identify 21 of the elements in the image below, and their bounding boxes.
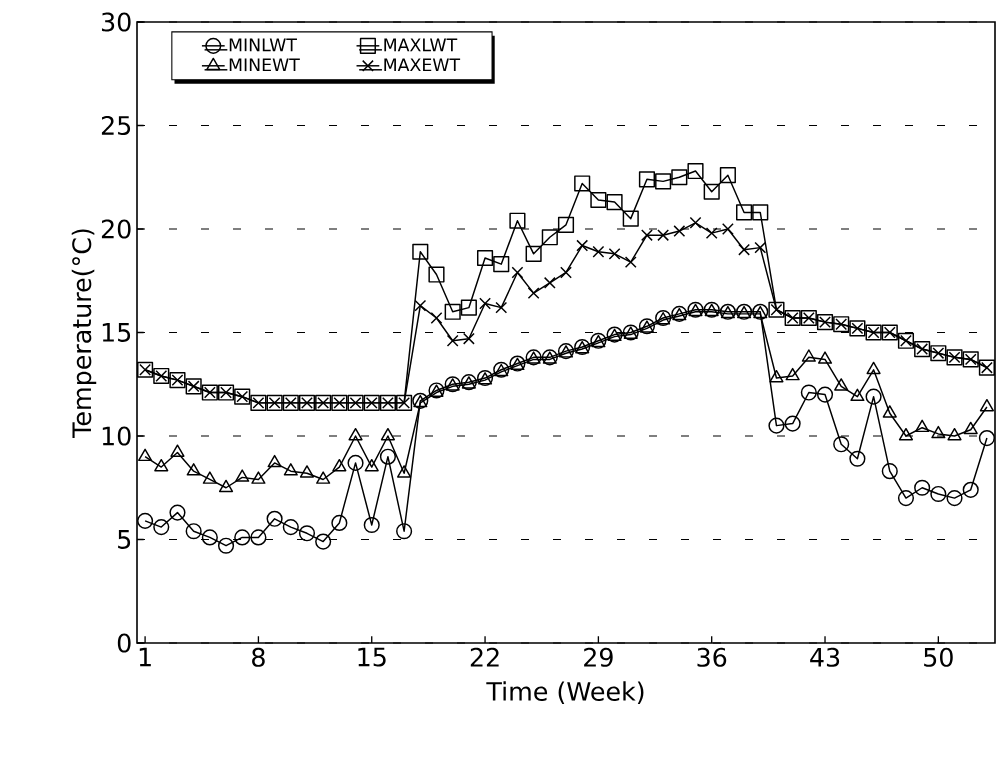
x-tick-label: 50 <box>924 647 953 667</box>
legend-label: MAXLWT <box>384 38 458 52</box>
y-tick-label: 10 <box>102 426 131 446</box>
y-tick-label: 15 <box>102 323 131 342</box>
legend-label: MINEWT <box>229 58 300 72</box>
y-tick-label: 0 <box>117 633 131 653</box>
x-tick-label: 8 <box>252 647 265 667</box>
x-tick-label: 22 <box>470 647 499 667</box>
legend-label: MINLWT <box>229 38 297 52</box>
x-tick-label: 15 <box>358 647 386 667</box>
legend-label: MAXEWT <box>384 58 461 72</box>
y-tick-label: 5 <box>118 530 131 549</box>
x-tick-label: 1 <box>139 647 151 667</box>
x-axis-title: Time (Week) <box>486 681 644 704</box>
x-tick-label: 29 <box>584 647 613 667</box>
y-tick-label: 20 <box>101 219 131 239</box>
y-tick-label: 25 <box>101 115 131 136</box>
y-tick-label: 30 <box>101 12 131 32</box>
x-tick-label: 36 <box>697 647 727 667</box>
x-tick-label: 43 <box>810 647 840 667</box>
y-axis-title: Temperature(°C) <box>71 229 97 438</box>
